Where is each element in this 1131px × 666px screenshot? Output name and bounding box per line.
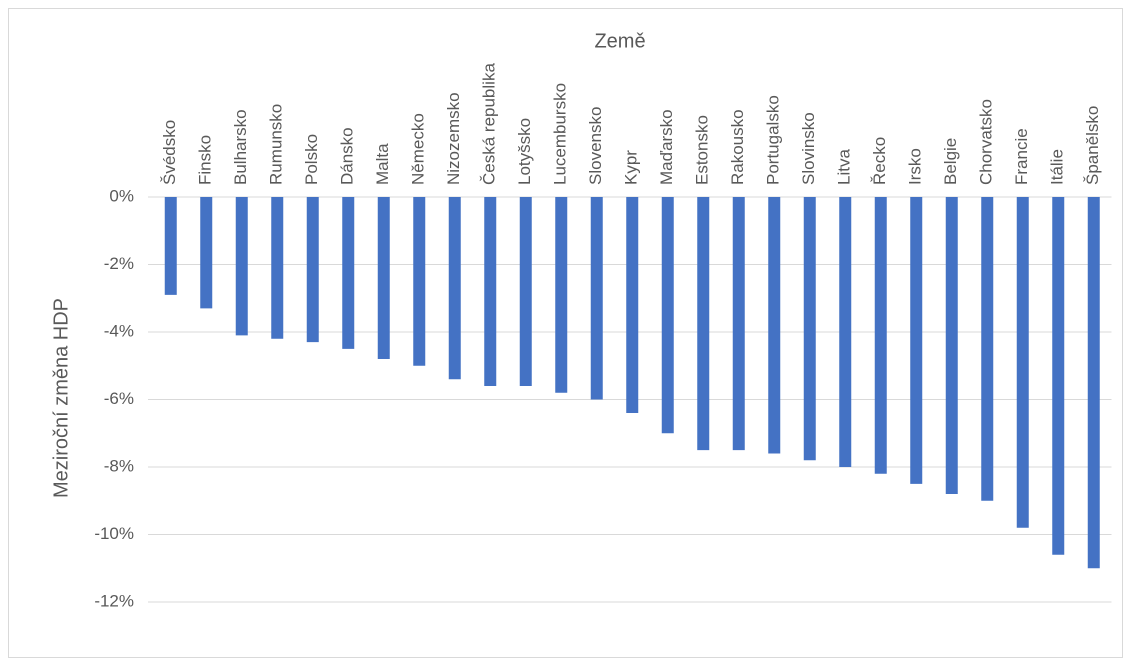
x-tick-label: Německo bbox=[409, 113, 428, 185]
bar bbox=[377, 197, 390, 359]
x-tick-label: Francie bbox=[1012, 128, 1031, 185]
bar bbox=[874, 197, 887, 474]
x-tick-label: Bulharsko bbox=[231, 109, 250, 185]
x-tick-label: Chorvatsko bbox=[977, 99, 996, 185]
x-tick-label: Irsko bbox=[906, 148, 925, 185]
bar bbox=[342, 197, 355, 349]
y-tick-label: -2% bbox=[104, 254, 134, 273]
bar bbox=[200, 197, 213, 309]
x-tick-label: Švédsko bbox=[160, 120, 179, 185]
x-tick-label: Slovinsko bbox=[799, 112, 818, 185]
x-tick-label: Portugalsko bbox=[764, 95, 783, 185]
bar bbox=[484, 197, 497, 386]
bar bbox=[626, 197, 639, 413]
bar bbox=[413, 197, 426, 366]
bar bbox=[768, 197, 781, 454]
y-tick-label: -6% bbox=[104, 389, 134, 408]
bar bbox=[732, 197, 745, 451]
x-tick-label: Rumunsko bbox=[267, 104, 286, 185]
x-tick-label: Lucembursko bbox=[551, 83, 570, 185]
x-tick-label: Španělsko bbox=[1083, 106, 1102, 185]
bar bbox=[555, 197, 568, 393]
y-axis-title: Meziroční změna HDP bbox=[50, 298, 72, 498]
chart-title: Země bbox=[594, 30, 645, 52]
x-tick-label: Dánsko bbox=[338, 127, 357, 185]
y-tick-label: -4% bbox=[104, 321, 134, 340]
bar bbox=[306, 197, 319, 343]
bar bbox=[519, 197, 532, 386]
y-tick-label: -8% bbox=[104, 456, 134, 475]
bar bbox=[981, 197, 994, 501]
bar bbox=[164, 197, 177, 295]
x-tick-label: Slovensko bbox=[586, 107, 605, 185]
bar bbox=[910, 197, 923, 484]
x-tick-label: Finsko bbox=[196, 135, 215, 185]
bar bbox=[271, 197, 284, 339]
bar bbox=[803, 197, 816, 461]
bar bbox=[839, 197, 852, 467]
bar bbox=[590, 197, 603, 400]
bar bbox=[697, 197, 710, 451]
bar bbox=[1087, 197, 1100, 569]
x-tick-label: Malta bbox=[373, 143, 392, 185]
y-tick-label: -12% bbox=[94, 591, 134, 610]
y-tick-label: -10% bbox=[94, 524, 134, 543]
bar bbox=[235, 197, 248, 336]
bar bbox=[661, 197, 674, 434]
x-tick-label: Litva bbox=[835, 149, 854, 185]
x-tick-label: Česká republika bbox=[480, 63, 499, 185]
x-tick-label: Itálie bbox=[1048, 149, 1067, 185]
x-tick-label: Nizozemsko bbox=[444, 92, 463, 185]
bar bbox=[1052, 197, 1065, 555]
x-tick-label: Maďarsko bbox=[657, 109, 676, 185]
bar bbox=[448, 197, 461, 380]
x-tick-label: Kypr bbox=[622, 150, 641, 185]
x-tick-label: Belgie bbox=[941, 138, 960, 185]
x-tick-label: Rakousko bbox=[728, 109, 747, 185]
x-tick-label: Polsko bbox=[302, 134, 321, 185]
x-tick-label: Řecko bbox=[870, 137, 889, 185]
x-tick-label: Estonsko bbox=[693, 115, 712, 185]
y-tick-label: 0% bbox=[109, 186, 134, 205]
bar bbox=[1016, 197, 1029, 528]
x-tick-label: Lotyšsko bbox=[515, 118, 534, 185]
bar bbox=[945, 197, 958, 494]
